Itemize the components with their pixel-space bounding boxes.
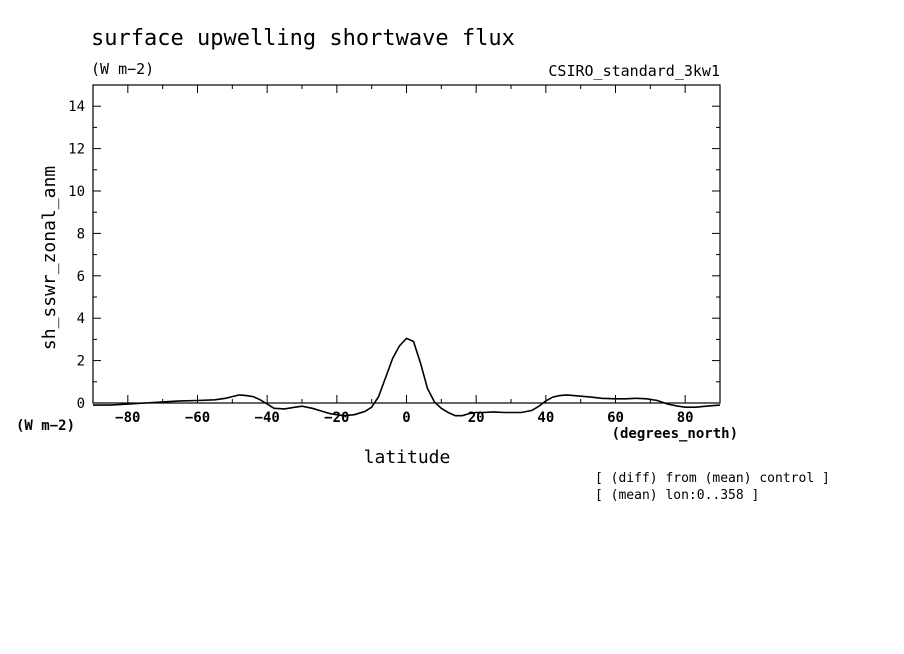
note-diff: [ (diff) from (mean) control ] xyxy=(595,471,830,486)
y-tick-label: 6 xyxy=(77,269,85,285)
x-axis-units: (degrees_north) xyxy=(612,426,738,442)
y-tick-label: 14 xyxy=(68,99,85,115)
y-tick-label: 10 xyxy=(68,184,85,200)
y-axis-units: (W m−2) xyxy=(16,418,75,434)
y-axis xyxy=(93,84,720,404)
plot-frame xyxy=(92,84,721,404)
y-tick-label: 8 xyxy=(77,226,85,242)
x-tick-label: −60 xyxy=(185,410,210,426)
chart-title: surface upwelling shortwave flux xyxy=(91,26,515,51)
x-tick-label: −80 xyxy=(115,410,140,426)
x-tick-label: 20 xyxy=(468,410,485,426)
x-tick-label: −40 xyxy=(255,410,280,426)
x-tick-label: 0 xyxy=(402,410,410,426)
y-tick-label: 4 xyxy=(77,311,85,327)
chart-units: (W m−2) xyxy=(91,60,154,78)
x-axis xyxy=(127,85,721,403)
x-tick-label: 40 xyxy=(537,410,554,426)
x-tick-label: 60 xyxy=(607,410,624,426)
y-tick-label: 12 xyxy=(68,142,85,158)
series-line xyxy=(93,337,721,417)
note-mean: [ (mean) lon:0..358 ] xyxy=(595,488,759,503)
y-tick-label: 2 xyxy=(77,354,85,370)
y-axis-label: sh_sswr_zonal_anm xyxy=(39,166,60,350)
x-tick-labels: −80 −60 −40 −20 0 20 40 60 80 xyxy=(115,410,693,426)
x-tick-label: 80 xyxy=(677,410,694,426)
y-tick-labels: 0 2 4 6 8 10 12 14 xyxy=(68,99,85,412)
dataset-label: CSIRO_standard_3kw1 xyxy=(548,62,720,80)
y-tick-label: 0 xyxy=(77,396,85,412)
x-axis-label: latitude xyxy=(364,447,451,468)
